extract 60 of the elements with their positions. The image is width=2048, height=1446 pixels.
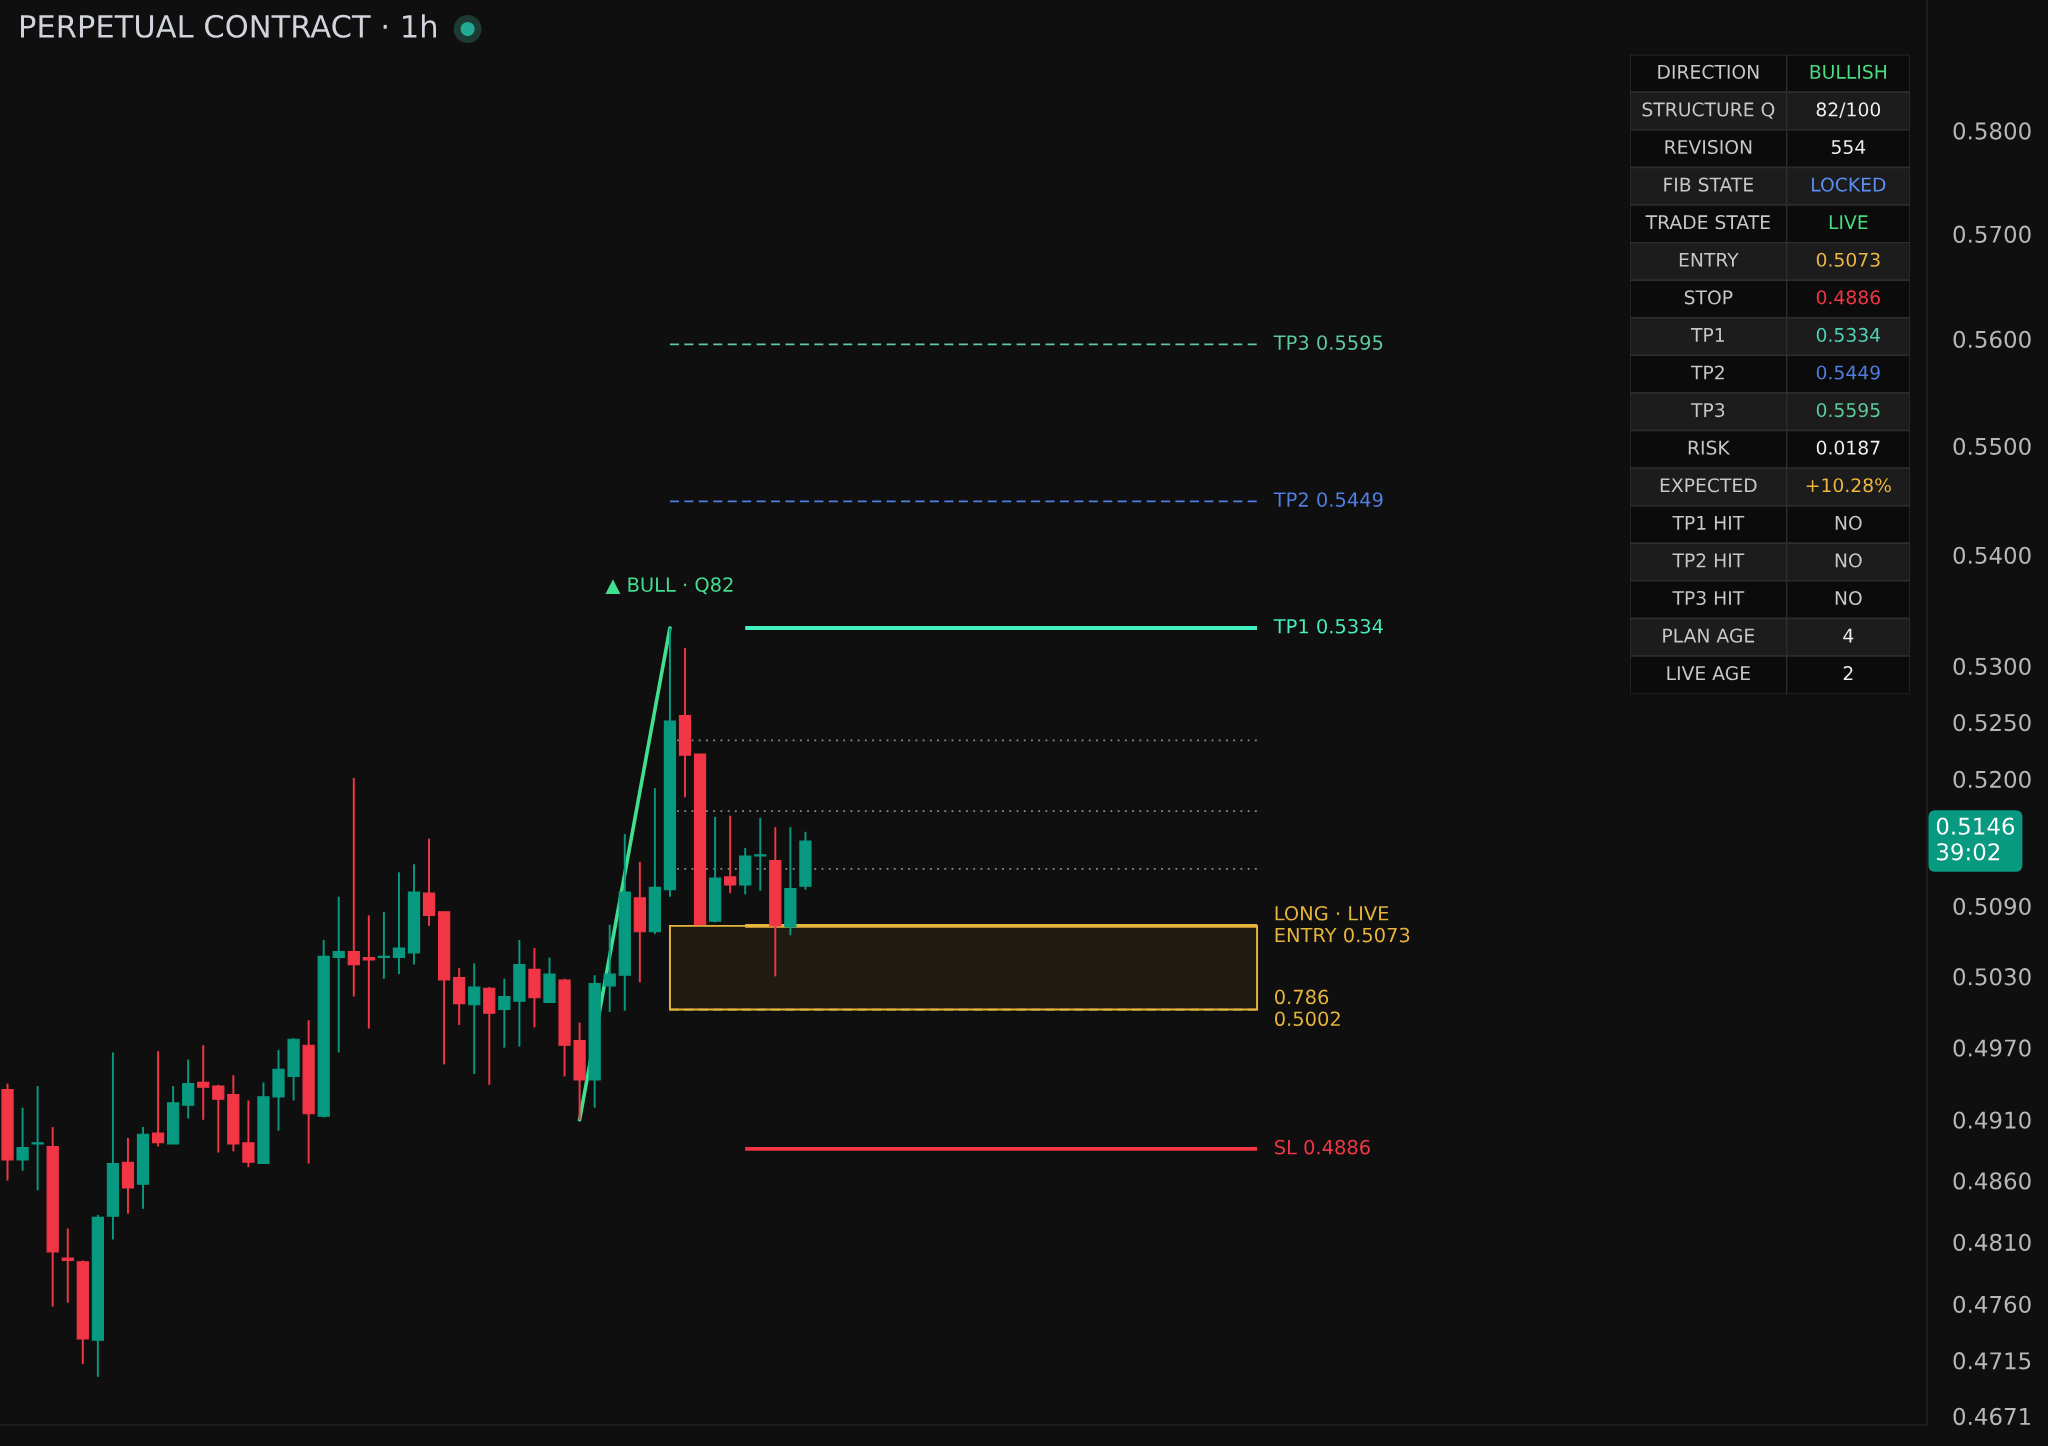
y-tick-label: 0.5500 bbox=[1953, 437, 2031, 456]
text: TP3 bbox=[1690, 402, 1725, 418]
text: 0.5595 bbox=[1816, 402, 1880, 418]
text: +10.28% bbox=[1806, 478, 1891, 493]
text: NO bbox=[1835, 590, 1862, 606]
ref-line-label: LONG · LIVE ENTRY 0.5073 bbox=[1275, 905, 1410, 943]
chart-title: PERPETUAL CONTRACT · 1h bbox=[21, 14, 436, 38]
text: 0.5146 39:02 bbox=[1936, 817, 2015, 861]
text: LIVE bbox=[1829, 215, 1868, 229]
text: STRUCTURE Q bbox=[1642, 102, 1775, 119]
text: 2 bbox=[1843, 666, 1853, 680]
text: LIVE AGE bbox=[1667, 666, 1750, 681]
text: STOP bbox=[1684, 290, 1733, 305]
annotation: ▲ BULL · Q82 bbox=[605, 577, 733, 595]
y-tick-label: 0.5600 bbox=[1953, 330, 2031, 349]
text: 4 bbox=[1843, 628, 1854, 643]
text: 0.5073 bbox=[1816, 252, 1880, 267]
text: RISK bbox=[1688, 440, 1731, 455]
text: TP1 bbox=[1690, 328, 1724, 342]
text: ENTRY bbox=[1679, 252, 1739, 267]
ref-line-label: TP2 0.5449 bbox=[1273, 492, 1383, 507]
ref-line-label: SL 0.4886 bbox=[1275, 1139, 1370, 1155]
y-tick-label: 0.4910 bbox=[1953, 1111, 2031, 1129]
text: FIB STATE bbox=[1664, 177, 1753, 192]
text: 82/100 bbox=[1816, 102, 1881, 118]
text: TP2 HIT bbox=[1672, 553, 1745, 568]
ref-line-label: 0.786 0.5002 bbox=[1275, 989, 1340, 1027]
y-tick-label: 0.5400 bbox=[1953, 546, 2031, 564]
y-tick-label: 0.4810 bbox=[1953, 1233, 2031, 1251]
text: 0.5334 bbox=[1816, 327, 1881, 343]
text: 0.5449 bbox=[1816, 365, 1880, 380]
text: NO bbox=[1835, 553, 1862, 568]
text: 0.0187 bbox=[1816, 440, 1880, 455]
y-tick-label: 0.5030 bbox=[1953, 968, 2031, 986]
y-tick-label: 0.4671 bbox=[1953, 1407, 2031, 1426]
y-tick-label: 0.4760 bbox=[1953, 1295, 2031, 1314]
ref-line-label: TP3 0.5595 bbox=[1273, 335, 1383, 350]
text: REVISION bbox=[1665, 139, 1752, 155]
y-tick-label: 0.4860 bbox=[1953, 1172, 2031, 1190]
text: EXPECTED bbox=[1660, 478, 1757, 493]
text: TP3 HIT bbox=[1672, 590, 1745, 606]
text: LOCKED bbox=[1812, 177, 1886, 192]
text: BULLISH bbox=[1810, 64, 1886, 79]
text: PLAN AGE bbox=[1663, 628, 1755, 643]
y-tick-label: 0.5300 bbox=[1953, 657, 2031, 675]
y-tick-label: 0.5090 bbox=[1953, 897, 2031, 916]
text: 554 bbox=[1831, 140, 1866, 155]
y-tick-label: 0.5700 bbox=[1953, 225, 2031, 243]
text: TRADE STATE bbox=[1645, 215, 1770, 230]
text: TP1 HIT bbox=[1672, 515, 1745, 530]
y-tick-label: 0.5250 bbox=[1953, 713, 2031, 732]
text: TP2 bbox=[1690, 365, 1724, 380]
ref-line-label: TP1 0.5334 bbox=[1273, 618, 1383, 634]
text: NO bbox=[1835, 515, 1862, 530]
y-tick-label: 0.4715 bbox=[1953, 1352, 2031, 1370]
y-tick-label: 0.4970 bbox=[1953, 1039, 2031, 1057]
text: DIRECTION bbox=[1658, 64, 1759, 79]
y-tick-label: 0.5800 bbox=[1953, 122, 2031, 140]
y-tick-label: 0.5200 bbox=[1953, 770, 2031, 789]
text: 0.4886 bbox=[1816, 290, 1880, 305]
